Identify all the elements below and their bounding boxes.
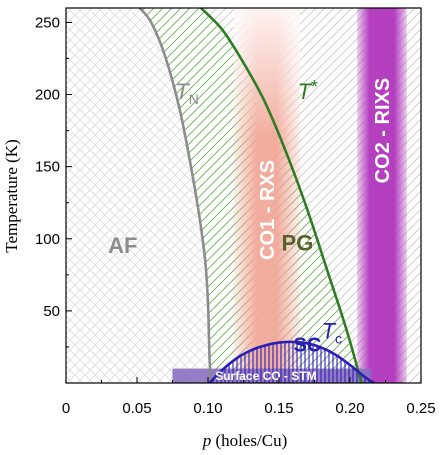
tc-label-main: T: [322, 318, 337, 343]
y-tick-label: 250: [35, 14, 60, 31]
x-axis-title: p (holes/Cu): [202, 431, 288, 450]
y-tick-label: 100: [35, 231, 60, 248]
y-tick-label: 150: [35, 159, 60, 176]
tstar-label: T*: [297, 77, 317, 104]
tc-line: [208, 340, 375, 383]
y-tick-label: 200: [35, 87, 60, 104]
x-tick-label: 0.20: [335, 400, 364, 417]
tn-line: [138, 8, 213, 383]
x-tick-label: 0.25: [406, 400, 435, 417]
sc-dome: [209, 341, 375, 383]
tn-label: TN: [175, 79, 199, 107]
x-tick-label: 0.15: [264, 400, 293, 417]
co2-band-label: CO2 - RIXS: [372, 78, 394, 184]
tc-label: Tc: [322, 318, 342, 346]
y-axis-title: Temperature (K): [2, 139, 21, 253]
axes: 0 0.05 0.10 0.15 0.20 0.25 50 100 150 200 250: [35, 14, 436, 417]
tstar-label-main: T: [297, 79, 312, 104]
tstar-line: [199, 8, 363, 383]
region-label-af: AF: [108, 233, 137, 258]
tn-label-sub: N: [189, 91, 199, 107]
x-axis-variable: p: [202, 431, 212, 450]
co2-band: [357, 8, 407, 383]
x-axis-unit: (holes/Cu): [211, 431, 287, 450]
af-region: [66, 8, 211, 383]
x-tick-label: 0.10: [193, 400, 222, 417]
region-label-sc: SC: [294, 334, 322, 356]
region-label-pg: PG: [282, 230, 314, 255]
plot-area: [66, 8, 421, 383]
surface-co-label: Surface CO - STM: [215, 369, 316, 383]
label-layer: CO1 - RXS CO2 - RIXS Surface CO - STM AF PG S…: [108, 77, 394, 383]
co1-band-fade: [233, 8, 301, 383]
co1-band-label: CO1 - RXS: [257, 160, 279, 260]
y-tick-label: 50: [43, 303, 60, 320]
x-tick-label: 0.05: [122, 400, 151, 417]
tc-label-sub: c: [335, 330, 342, 346]
tn-label-main: T: [175, 79, 190, 104]
x-tick-label: 0: [62, 400, 70, 417]
tstar-label-sub: *: [311, 77, 318, 97]
